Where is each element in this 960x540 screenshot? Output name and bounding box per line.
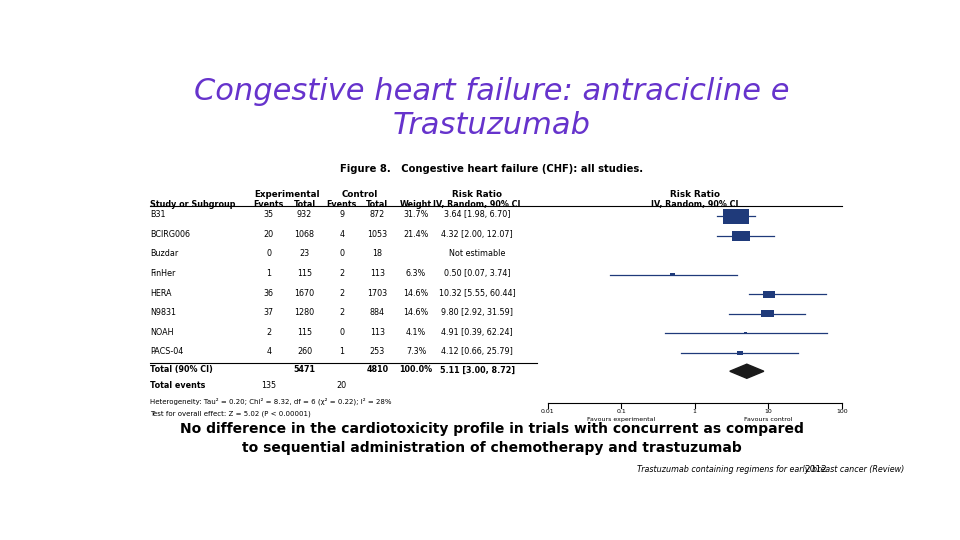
Text: 20: 20 [264,230,274,239]
Text: Trastuzumab: Trastuzumab [393,111,591,139]
Text: 0: 0 [266,249,272,259]
Text: Events: Events [253,200,284,209]
Text: 1053: 1053 [368,230,388,239]
Text: Events: Events [326,200,357,209]
Text: HERA: HERA [150,288,171,298]
Text: Experimental: Experimental [253,190,320,199]
Text: 6.3%: 6.3% [406,269,426,278]
Text: PACS-04: PACS-04 [150,347,183,356]
Text: 4.12 [0.66, 25.79]: 4.12 [0.66, 25.79] [442,347,513,356]
Text: 4.91 [0.39, 62.24]: 4.91 [0.39, 62.24] [442,328,513,336]
Bar [670,273,675,276]
Text: 260: 260 [297,347,312,356]
Text: 2: 2 [266,328,272,336]
Text: 2: 2 [339,269,345,278]
Text: 1: 1 [693,409,697,415]
Text: 100: 100 [836,409,848,415]
Text: 31.7%: 31.7% [403,210,429,219]
Text: 10.32 [5.55, 60.44]: 10.32 [5.55, 60.44] [439,288,516,298]
Text: Trastuzumab containing regimens for early breast cancer (Review): Trastuzumab containing regimens for earl… [637,465,904,474]
Text: 2: 2 [339,308,345,317]
Text: 0: 0 [339,328,345,336]
Text: 3.64 [1.98, 6.70]: 3.64 [1.98, 6.70] [444,210,511,219]
Text: 872: 872 [370,210,385,219]
Text: 23: 23 [300,249,309,259]
Text: 1: 1 [266,269,272,278]
Text: 1: 1 [339,347,345,356]
Text: Control: Control [342,190,377,199]
Text: Total (90% CI): Total (90% CI) [150,366,212,374]
Text: 1280: 1280 [295,308,315,317]
Text: 10: 10 [764,409,772,415]
Text: Favours control: Favours control [744,417,792,422]
Text: Total events: Total events [150,381,205,390]
Text: 9.80 [2.92, 31.59]: 9.80 [2.92, 31.59] [442,308,513,317]
Bar [763,291,776,298]
Text: 36: 36 [264,288,274,298]
Text: 14.6%: 14.6% [403,288,429,298]
Text: to sequential administration of chemotherapy and trastuzumab: to sequential administration of chemothe… [242,441,742,455]
Bar [744,333,747,334]
Text: NOAH: NOAH [150,328,173,336]
Text: Congestive heart failure: antracicline e: Congestive heart failure: antracicline e [194,77,790,106]
Text: 932: 932 [297,210,312,219]
Text: 100.0%: 100.0% [399,366,433,374]
Bar [761,310,774,318]
Text: 2: 2 [339,288,345,298]
Bar [723,208,750,224]
Bar [737,351,743,355]
Text: Risk Ratio: Risk Ratio [452,190,502,199]
Text: FinHer: FinHer [150,269,175,278]
Text: 4: 4 [339,230,345,239]
Polygon shape [730,364,764,379]
Text: Not estimable: Not estimable [449,249,505,259]
Text: 1670: 1670 [295,288,315,298]
Text: Risk Ratio: Risk Ratio [670,190,720,199]
Text: Buzdar: Buzdar [150,249,178,259]
Text: 0.01: 0.01 [541,409,555,415]
Text: Study or Subgroup: Study or Subgroup [150,200,235,209]
Text: 4: 4 [266,347,272,356]
Text: 7.3%: 7.3% [406,347,426,356]
Text: Total: Total [294,200,316,209]
Text: 2012: 2012 [804,465,828,474]
Text: 4810: 4810 [367,366,389,374]
Text: Weight: Weight [400,200,432,209]
Text: 0: 0 [339,249,345,259]
Text: 21.4%: 21.4% [403,230,429,239]
Text: 35: 35 [264,210,274,219]
Text: 4.1%: 4.1% [406,328,426,336]
Text: 20: 20 [337,381,347,390]
Text: Figure 8.   Congestive heart failure (CHF): all studies.: Figure 8. Congestive heart failure (CHF)… [341,164,643,174]
Bar [732,231,751,241]
Text: Total: Total [367,200,389,209]
Text: 14.6%: 14.6% [403,308,429,317]
Text: 113: 113 [370,328,385,336]
Text: Test for overall effect: Z = 5.02 (P < 0.00001): Test for overall effect: Z = 5.02 (P < 0… [150,410,310,417]
Text: 0.50 [0.07, 3.74]: 0.50 [0.07, 3.74] [444,269,511,278]
Text: 0.1: 0.1 [616,409,626,415]
Text: 5471: 5471 [294,366,316,374]
Text: BCIRG006: BCIRG006 [150,230,190,239]
Text: 884: 884 [370,308,385,317]
Text: 37: 37 [264,308,274,317]
Text: No difference in the cardiotoxicity profile in trials with concurrent as compare: No difference in the cardiotoxicity prof… [180,422,804,436]
Text: 9: 9 [339,210,345,219]
Text: 4.32 [2.00, 12.07]: 4.32 [2.00, 12.07] [442,230,513,239]
Text: IV, Random, 90% CI: IV, Random, 90% CI [651,200,738,209]
Text: 1068: 1068 [295,230,315,239]
Text: 18: 18 [372,249,382,259]
Text: 115: 115 [297,328,312,336]
Text: 113: 113 [370,269,385,278]
Text: 115: 115 [297,269,312,278]
Text: 135: 135 [261,381,276,390]
Text: N9831: N9831 [150,308,176,317]
Text: Favours experimental: Favours experimental [588,417,656,422]
Text: 5.11 [3.00, 8.72]: 5.11 [3.00, 8.72] [440,366,515,374]
Text: B31: B31 [150,210,165,219]
Text: 253: 253 [370,347,385,356]
Text: 1703: 1703 [368,288,388,298]
Text: Heterogeneity: Tau² = 0.20; Chi² = 8.32, df = 6 (χ² = 0.22); I² = 28%: Heterogeneity: Tau² = 0.20; Chi² = 8.32,… [150,398,392,406]
Text: IV, Random, 90% CI: IV, Random, 90% CI [433,200,521,209]
